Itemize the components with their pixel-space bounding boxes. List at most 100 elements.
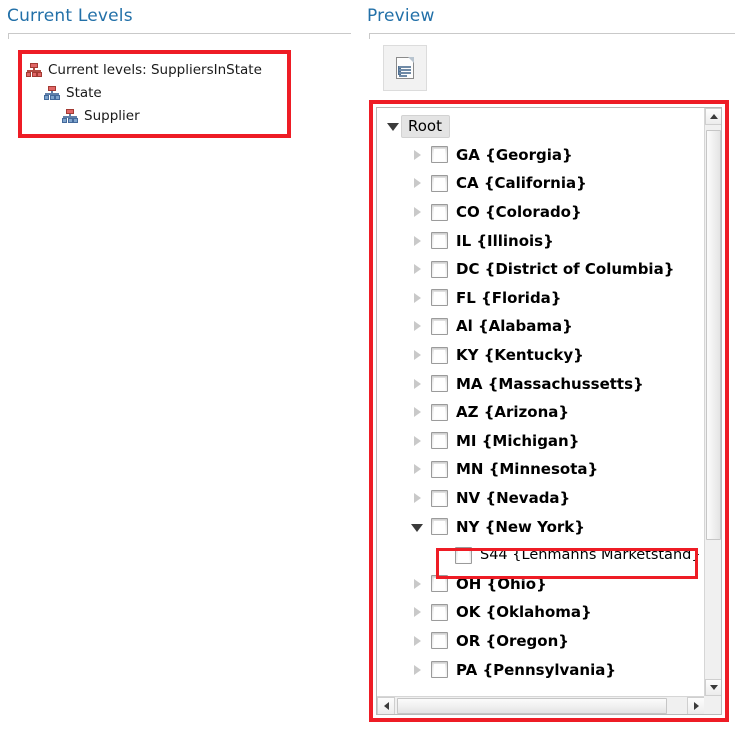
tree-node-label: CO {Colorado} bbox=[456, 203, 582, 222]
level-item-root[interactable]: Current levels: SuppliersInState bbox=[26, 58, 284, 81]
tree-horizontal-scrollbar[interactable] bbox=[377, 696, 705, 714]
tree-node[interactable]: CO {Colorado} bbox=[377, 198, 705, 227]
tree-node-checkbox[interactable] bbox=[431, 346, 448, 364]
tree-node-label: DC {District of Columbia} bbox=[456, 260, 675, 279]
tree-node-checkbox[interactable] bbox=[431, 403, 448, 421]
tree-node[interactable]: Root bbox=[377, 112, 705, 141]
tree-node[interactable]: GA {Georgia} bbox=[377, 141, 705, 170]
tree-node-label: OR {Oregon} bbox=[456, 631, 569, 650]
tree-node-label: MA {Massachussetts} bbox=[456, 374, 644, 393]
tree-node-label: MN {Minnesota} bbox=[456, 460, 599, 479]
tree-node[interactable]: MN {Minnesota} bbox=[377, 455, 705, 484]
tree-node[interactable]: AZ {Arizona} bbox=[377, 398, 705, 427]
tree-node-checkbox[interactable] bbox=[431, 260, 448, 278]
tree-node-label: CA {California} bbox=[456, 174, 587, 193]
tree-node[interactable]: MA {Massachussetts} bbox=[377, 369, 705, 398]
scroll-left-button[interactable] bbox=[377, 697, 395, 714]
tree-node-checkbox[interactable] bbox=[431, 174, 448, 192]
scroll-right-button[interactable] bbox=[687, 697, 705, 714]
expand-triangle-icon[interactable] bbox=[409, 404, 425, 420]
tree-node-label: Al {Alabama} bbox=[456, 317, 573, 336]
tree-node-checkbox[interactable] bbox=[431, 289, 448, 307]
tree-vertical-scrollbar[interactable] bbox=[704, 108, 721, 696]
expand-triangle-icon[interactable] bbox=[409, 490, 425, 506]
tree-node[interactable]: PA {Pennsylvania} bbox=[377, 655, 705, 684]
tree-node-checkbox[interactable] bbox=[431, 232, 448, 250]
scrollbar-corner bbox=[704, 696, 721, 714]
expand-triangle-icon[interactable] bbox=[409, 376, 425, 392]
expand-triangle-icon[interactable] bbox=[409, 433, 425, 449]
tree-node-checkbox[interactable] bbox=[431, 375, 448, 393]
expand-triangle-icon[interactable] bbox=[409, 347, 425, 363]
hierarchy-icon-blue bbox=[44, 85, 60, 100]
tree-node-label: AZ {Arizona} bbox=[456, 403, 570, 422]
expand-triangle-icon[interactable] bbox=[409, 290, 425, 306]
tree-node[interactable]: S44 {Lehmanns Marketstand} bbox=[377, 541, 705, 570]
tree-node-label: FL {Florida} bbox=[456, 288, 562, 307]
current-levels-list: Current levels: SuppliersInState State S… bbox=[26, 58, 284, 127]
tree-node-checkbox[interactable] bbox=[455, 546, 472, 564]
tree-node[interactable]: OK {Oklahoma} bbox=[377, 598, 705, 627]
tree-node[interactable]: NY {New York} bbox=[377, 512, 705, 541]
scroll-down-button[interactable] bbox=[705, 679, 721, 696]
tree-node[interactable]: Al {Alabama} bbox=[377, 312, 705, 341]
tree-node-label: GA {Georgia} bbox=[456, 145, 573, 164]
expand-triangle-icon[interactable] bbox=[409, 576, 425, 592]
expand-triangle-icon[interactable] bbox=[409, 204, 425, 220]
right-panel-divider-tick bbox=[369, 33, 370, 39]
level-item-label: Current levels: SuppliersInState bbox=[48, 61, 262, 78]
tree-node-checkbox[interactable] bbox=[431, 146, 448, 164]
tree-node-checkbox[interactable] bbox=[431, 460, 448, 478]
tree-node-checkbox[interactable] bbox=[431, 518, 448, 536]
tree-node[interactable]: MI {Michigan} bbox=[377, 427, 705, 456]
tree-node-list: Root GA {Georgia} CA {California} CO {Color… bbox=[377, 112, 705, 684]
level-item-supplier[interactable]: Supplier bbox=[26, 104, 284, 127]
expand-triangle-icon[interactable] bbox=[409, 147, 425, 163]
vertical-scroll-thumb[interactable] bbox=[706, 130, 721, 540]
tree-node-label: S44 {Lehmanns Marketstand} bbox=[480, 547, 701, 564]
tree-node-checkbox[interactable] bbox=[431, 432, 448, 450]
right-panel-divider bbox=[369, 33, 735, 34]
expand-triangle-icon[interactable] bbox=[409, 318, 425, 334]
arrow-right-icon bbox=[693, 702, 699, 710]
collapse-triangle-icon[interactable] bbox=[385, 118, 401, 134]
level-item-label: State bbox=[66, 84, 102, 101]
tree-node[interactable]: CA {California} bbox=[377, 169, 705, 198]
collapse-triangle-icon[interactable] bbox=[409, 519, 425, 535]
expand-triangle-icon[interactable] bbox=[409, 633, 425, 649]
tree-node[interactable]: OH {Ohio} bbox=[377, 570, 705, 599]
tree-node-checkbox[interactable] bbox=[431, 203, 448, 221]
left-panel-divider bbox=[8, 33, 351, 34]
expand-triangle-icon[interactable] bbox=[409, 662, 425, 678]
tree-node-checkbox[interactable] bbox=[431, 317, 448, 335]
tree-node-checkbox[interactable] bbox=[431, 603, 448, 621]
scroll-up-button[interactable] bbox=[705, 108, 721, 125]
hierarchy-icon-blue bbox=[62, 108, 78, 123]
level-item-state[interactable]: State bbox=[26, 81, 284, 104]
tree-node-checkbox[interactable] bbox=[431, 489, 448, 507]
level-item-label: Supplier bbox=[84, 107, 140, 124]
left-panel-divider-tick bbox=[8, 33, 9, 39]
tree-node-checkbox[interactable] bbox=[431, 661, 448, 679]
expand-triangle-icon[interactable] bbox=[409, 261, 425, 277]
expand-triangle-icon[interactable] bbox=[409, 175, 425, 191]
arrow-down-icon bbox=[709, 685, 718, 690]
expand-triangle-icon[interactable] bbox=[409, 233, 425, 249]
arrow-left-icon bbox=[383, 702, 389, 710]
tree-node[interactable]: KY {Kentucky} bbox=[377, 341, 705, 370]
report-document-button[interactable] bbox=[383, 45, 427, 91]
tree-node[interactable]: IL {Illinois} bbox=[377, 226, 705, 255]
tree-node-label: OK {Oklahoma} bbox=[456, 603, 592, 622]
expand-triangle-icon[interactable] bbox=[409, 461, 425, 477]
tree-node-label: IL {Illinois} bbox=[456, 231, 554, 250]
tree-node[interactable]: FL {Florida} bbox=[377, 284, 705, 313]
tree-node-checkbox[interactable] bbox=[431, 575, 448, 593]
horizontal-scroll-thumb[interactable] bbox=[397, 698, 667, 714]
current-levels-panel-title: Current Levels bbox=[7, 6, 133, 26]
tree-node-checkbox[interactable] bbox=[431, 632, 448, 650]
tree-node[interactable]: NV {Nevada} bbox=[377, 484, 705, 513]
expand-triangle-icon[interactable] bbox=[409, 604, 425, 620]
tree-node-label: NY {New York} bbox=[456, 517, 585, 536]
tree-node[interactable]: OR {Oregon} bbox=[377, 627, 705, 656]
tree-node[interactable]: DC {District of Columbia} bbox=[377, 255, 705, 284]
